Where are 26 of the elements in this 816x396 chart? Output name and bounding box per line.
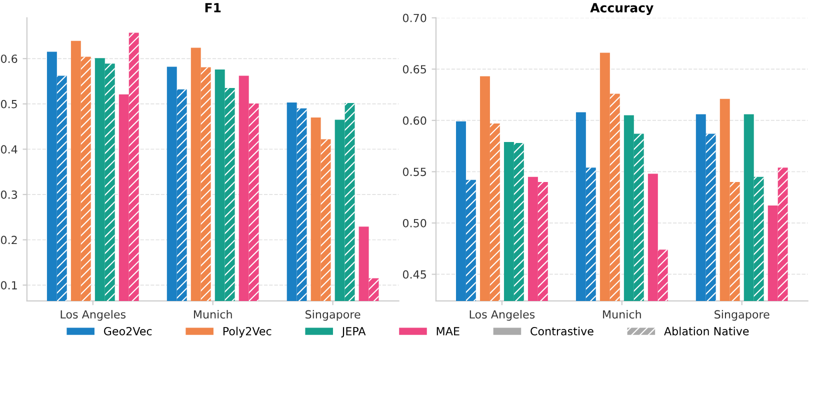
legend-label: Poly2Vec: [223, 326, 272, 338]
y-tick-label: 0.5: [0, 100, 17, 108]
text: Ablation Native: [664, 326, 749, 336]
x-tick-label: Munich: [603, 310, 641, 319]
y-tick-label: 0.45: [402, 270, 426, 279]
y-tick-label: 0.70: [402, 14, 426, 22]
y-tick-label: 0.4: [0, 145, 18, 154]
y-tick-label: 0.6: [0, 54, 18, 63]
y-tick-label: 0.65: [402, 65, 426, 74]
y-tick-label: 0.55: [402, 168, 426, 176]
x-tick-label: Singapore: [306, 310, 360, 321]
y-tick-label: 0.50: [402, 218, 426, 228]
x-tick-label: Munich: [194, 310, 232, 319]
chart-title: Accuracy: [590, 3, 654, 15]
x-tick-label: Los Angeles: [60, 310, 126, 321]
y-tick-label: 0.60: [402, 116, 426, 125]
text: Contrastive: [530, 326, 594, 336]
y-tick-label: 0.1: [0, 281, 17, 290]
legend-label: Geo2Vec: [104, 326, 152, 336]
x-tick-label: Singapore: [714, 310, 770, 321]
y-tick-label: 0.3: [0, 190, 18, 199]
chart-title: F1: [205, 3, 221, 12]
legend-label: MAE: [436, 327, 460, 336]
x-tick-label: Los Angeles: [470, 310, 535, 321]
legend-label: JEPA: [341, 327, 366, 338]
y-tick-label: 0.2: [0, 236, 17, 244]
